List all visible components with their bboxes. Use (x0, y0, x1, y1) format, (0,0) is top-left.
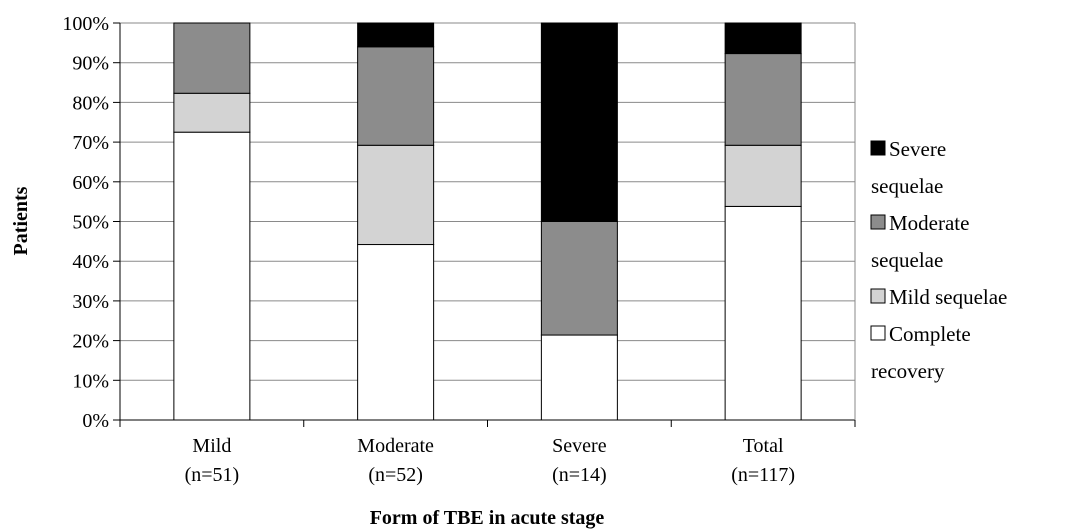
legend: Severe sequelae Moderate sequelae Mild seque… (870, 137, 1007, 383)
y-tick-label: 50% (72, 212, 109, 234)
bar-segment (724, 144, 802, 207)
x-category-label: Moderate (357, 435, 434, 457)
legend-swatch (870, 288, 886, 304)
legend-label: sequelae (871, 248, 943, 272)
x-category-sublabel: (n=51) (185, 464, 240, 486)
bar-segment (357, 244, 435, 421)
x-category-label: Total (743, 435, 784, 457)
x-category-labels: Mild (n=51) Moderate (n=52) Severe (n=14) Tota… (185, 435, 795, 486)
y-tick-label: 100% (62, 13, 109, 35)
bar-segment (540, 22, 618, 222)
x-category-label: Mild (192, 435, 231, 457)
y-tick-labels: 0% 10% 20% 30% 40% 50% 60% 70% 80% 90% 100% (62, 13, 120, 432)
x-category-label: Severe (552, 435, 607, 457)
y-tick-label: 20% (72, 331, 109, 353)
bar-segment (724, 53, 802, 146)
y-axis-title: Patients (10, 186, 32, 255)
y-tick-label: 0% (82, 410, 109, 432)
y-tick-label: 90% (72, 53, 109, 75)
bar-segment (724, 205, 802, 421)
bar-segment (724, 22, 802, 55)
bar-segment (173, 131, 251, 421)
bar-segment (357, 46, 435, 146)
legend-label: recovery (871, 359, 945, 383)
y-tick-label: 10% (72, 370, 109, 392)
legend-swatch (870, 214, 886, 230)
legend-label: Severe (889, 137, 946, 161)
bar-segment (173, 92, 251, 133)
legend-label: Complete (889, 322, 971, 346)
legend-swatch (870, 140, 886, 156)
bar-segment (173, 22, 251, 94)
legend-label: Mild sequelae (889, 285, 1007, 309)
y-tick-label: 40% (72, 251, 109, 273)
x-axis-title: Form of TBE in acute stage (370, 507, 605, 529)
bar-segment (540, 221, 618, 336)
bar-segment (357, 22, 435, 48)
bar-segment (540, 334, 618, 421)
x-category-sublabel: (n=117) (731, 464, 795, 486)
y-tick-label: 80% (72, 92, 109, 114)
legend-label: Moderate (889, 211, 969, 235)
bar-segment (357, 144, 435, 246)
legend-label: sequelae (871, 174, 943, 198)
legend-swatch (870, 325, 886, 341)
y-tick-label: 70% (72, 132, 109, 154)
bars (173, 22, 802, 421)
y-tick-label: 30% (72, 291, 109, 313)
x-category-sublabel: (n=52) (368, 464, 423, 486)
y-tick-label: 60% (72, 172, 109, 194)
x-category-sublabel: (n=14) (552, 464, 607, 486)
